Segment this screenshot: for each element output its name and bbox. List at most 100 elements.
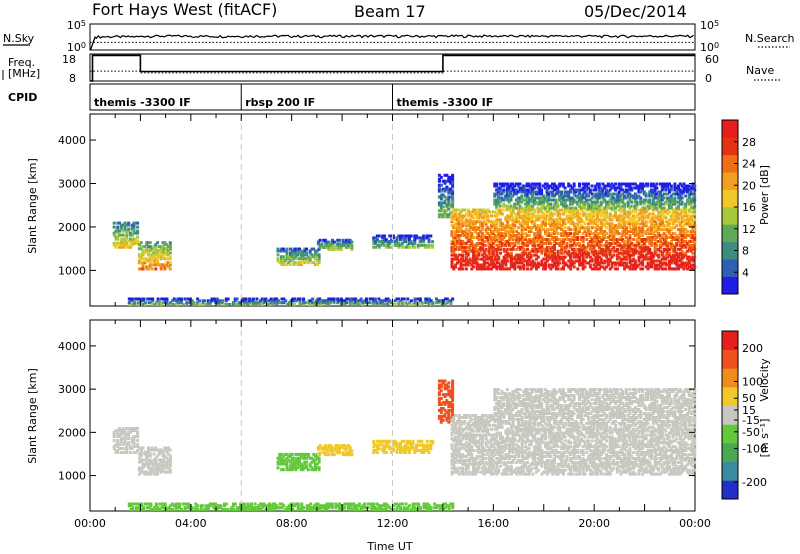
data-cell xyxy=(651,216,655,220)
data-cell xyxy=(239,301,243,305)
data-cell xyxy=(684,212,688,216)
data-cell xyxy=(558,182,562,186)
data-cell xyxy=(669,206,673,210)
data-cell xyxy=(393,443,397,447)
data-cell xyxy=(570,210,574,214)
data-cell xyxy=(560,255,564,259)
data-cell xyxy=(461,232,465,236)
data-cell xyxy=(161,249,165,253)
data-cell xyxy=(662,214,666,218)
data-cell xyxy=(496,186,500,190)
data-cell xyxy=(457,253,461,257)
data-cell xyxy=(624,220,628,224)
data-cell xyxy=(420,443,424,447)
data-cell xyxy=(299,468,303,472)
data-cell xyxy=(529,263,533,267)
data-cell xyxy=(416,439,420,443)
data-cell xyxy=(587,194,590,198)
data-cell xyxy=(490,236,493,239)
data-cell xyxy=(632,226,636,230)
data-cell xyxy=(114,443,118,446)
data-cell xyxy=(404,451,408,454)
data-cell xyxy=(526,224,529,228)
data-cell xyxy=(139,458,143,462)
data-cell xyxy=(686,255,689,259)
data-cell xyxy=(659,261,662,265)
data-cell xyxy=(221,301,225,305)
data-cell xyxy=(139,257,143,261)
data-cell xyxy=(542,247,546,251)
data-cell xyxy=(463,234,467,237)
data-cell xyxy=(592,263,596,267)
data-cell xyxy=(159,263,163,267)
data-cell xyxy=(443,395,447,399)
data-cell xyxy=(163,470,167,474)
data-cell xyxy=(370,297,374,301)
data-cell xyxy=(255,303,259,306)
data-cell xyxy=(641,228,645,232)
data-cell xyxy=(684,236,688,239)
data-cell xyxy=(447,412,451,416)
data-cell xyxy=(576,218,580,222)
data-cell xyxy=(502,259,506,263)
data-cell xyxy=(125,447,129,450)
data-cell xyxy=(619,210,623,214)
data-cell xyxy=(145,460,149,464)
data-cell xyxy=(455,239,459,243)
data-cell xyxy=(390,234,394,238)
data-cell xyxy=(686,241,689,245)
data-cell xyxy=(150,446,154,450)
data-cell xyxy=(536,255,540,259)
data-cell xyxy=(677,247,680,251)
data-cell xyxy=(623,241,627,245)
data-cell xyxy=(511,265,515,269)
data-cell xyxy=(502,247,506,251)
data-cell xyxy=(565,214,569,218)
data-cell xyxy=(484,216,488,220)
data-cell xyxy=(567,196,571,200)
data-cell xyxy=(473,220,477,224)
data-cell xyxy=(551,190,554,194)
data-cell xyxy=(596,194,599,198)
data-cell xyxy=(646,208,650,212)
data-cell xyxy=(157,255,161,259)
data-cell xyxy=(516,200,520,204)
data-cell xyxy=(623,249,627,253)
data-cell xyxy=(508,216,511,220)
freq-label-line1: Freq. xyxy=(8,56,35,69)
data-cell xyxy=(161,247,165,251)
data-cell xyxy=(606,222,610,226)
data-cell xyxy=(276,249,280,253)
data-cell xyxy=(572,198,576,202)
data-cell xyxy=(686,214,689,218)
data-cell xyxy=(581,200,585,204)
data-cell xyxy=(397,297,401,301)
data-cell xyxy=(311,297,315,301)
ytick-label: 4000 xyxy=(58,134,86,147)
data-cell xyxy=(592,212,596,216)
data-cell xyxy=(425,236,429,240)
data-cell xyxy=(517,212,520,216)
data-cell xyxy=(686,218,689,222)
data-cell xyxy=(499,267,502,271)
nsky-panel-frame xyxy=(89,23,696,51)
data-cell xyxy=(123,243,127,247)
data-cell xyxy=(567,218,571,222)
data-cell xyxy=(437,401,441,405)
data-cell xyxy=(473,212,477,216)
data-cell xyxy=(545,253,549,257)
data-cell xyxy=(567,206,571,210)
data-cell xyxy=(506,218,510,222)
data-cell xyxy=(650,239,654,243)
data-cell xyxy=(345,451,349,455)
data-cell xyxy=(691,239,695,243)
data-cell xyxy=(508,230,511,234)
data-cell xyxy=(513,224,517,228)
data-cell xyxy=(445,209,449,213)
data-cell xyxy=(641,208,645,212)
data-cell xyxy=(594,251,598,255)
data-cell xyxy=(413,238,417,242)
data-cell xyxy=(565,245,569,249)
data-cell xyxy=(176,299,180,303)
data-cell xyxy=(246,303,250,306)
